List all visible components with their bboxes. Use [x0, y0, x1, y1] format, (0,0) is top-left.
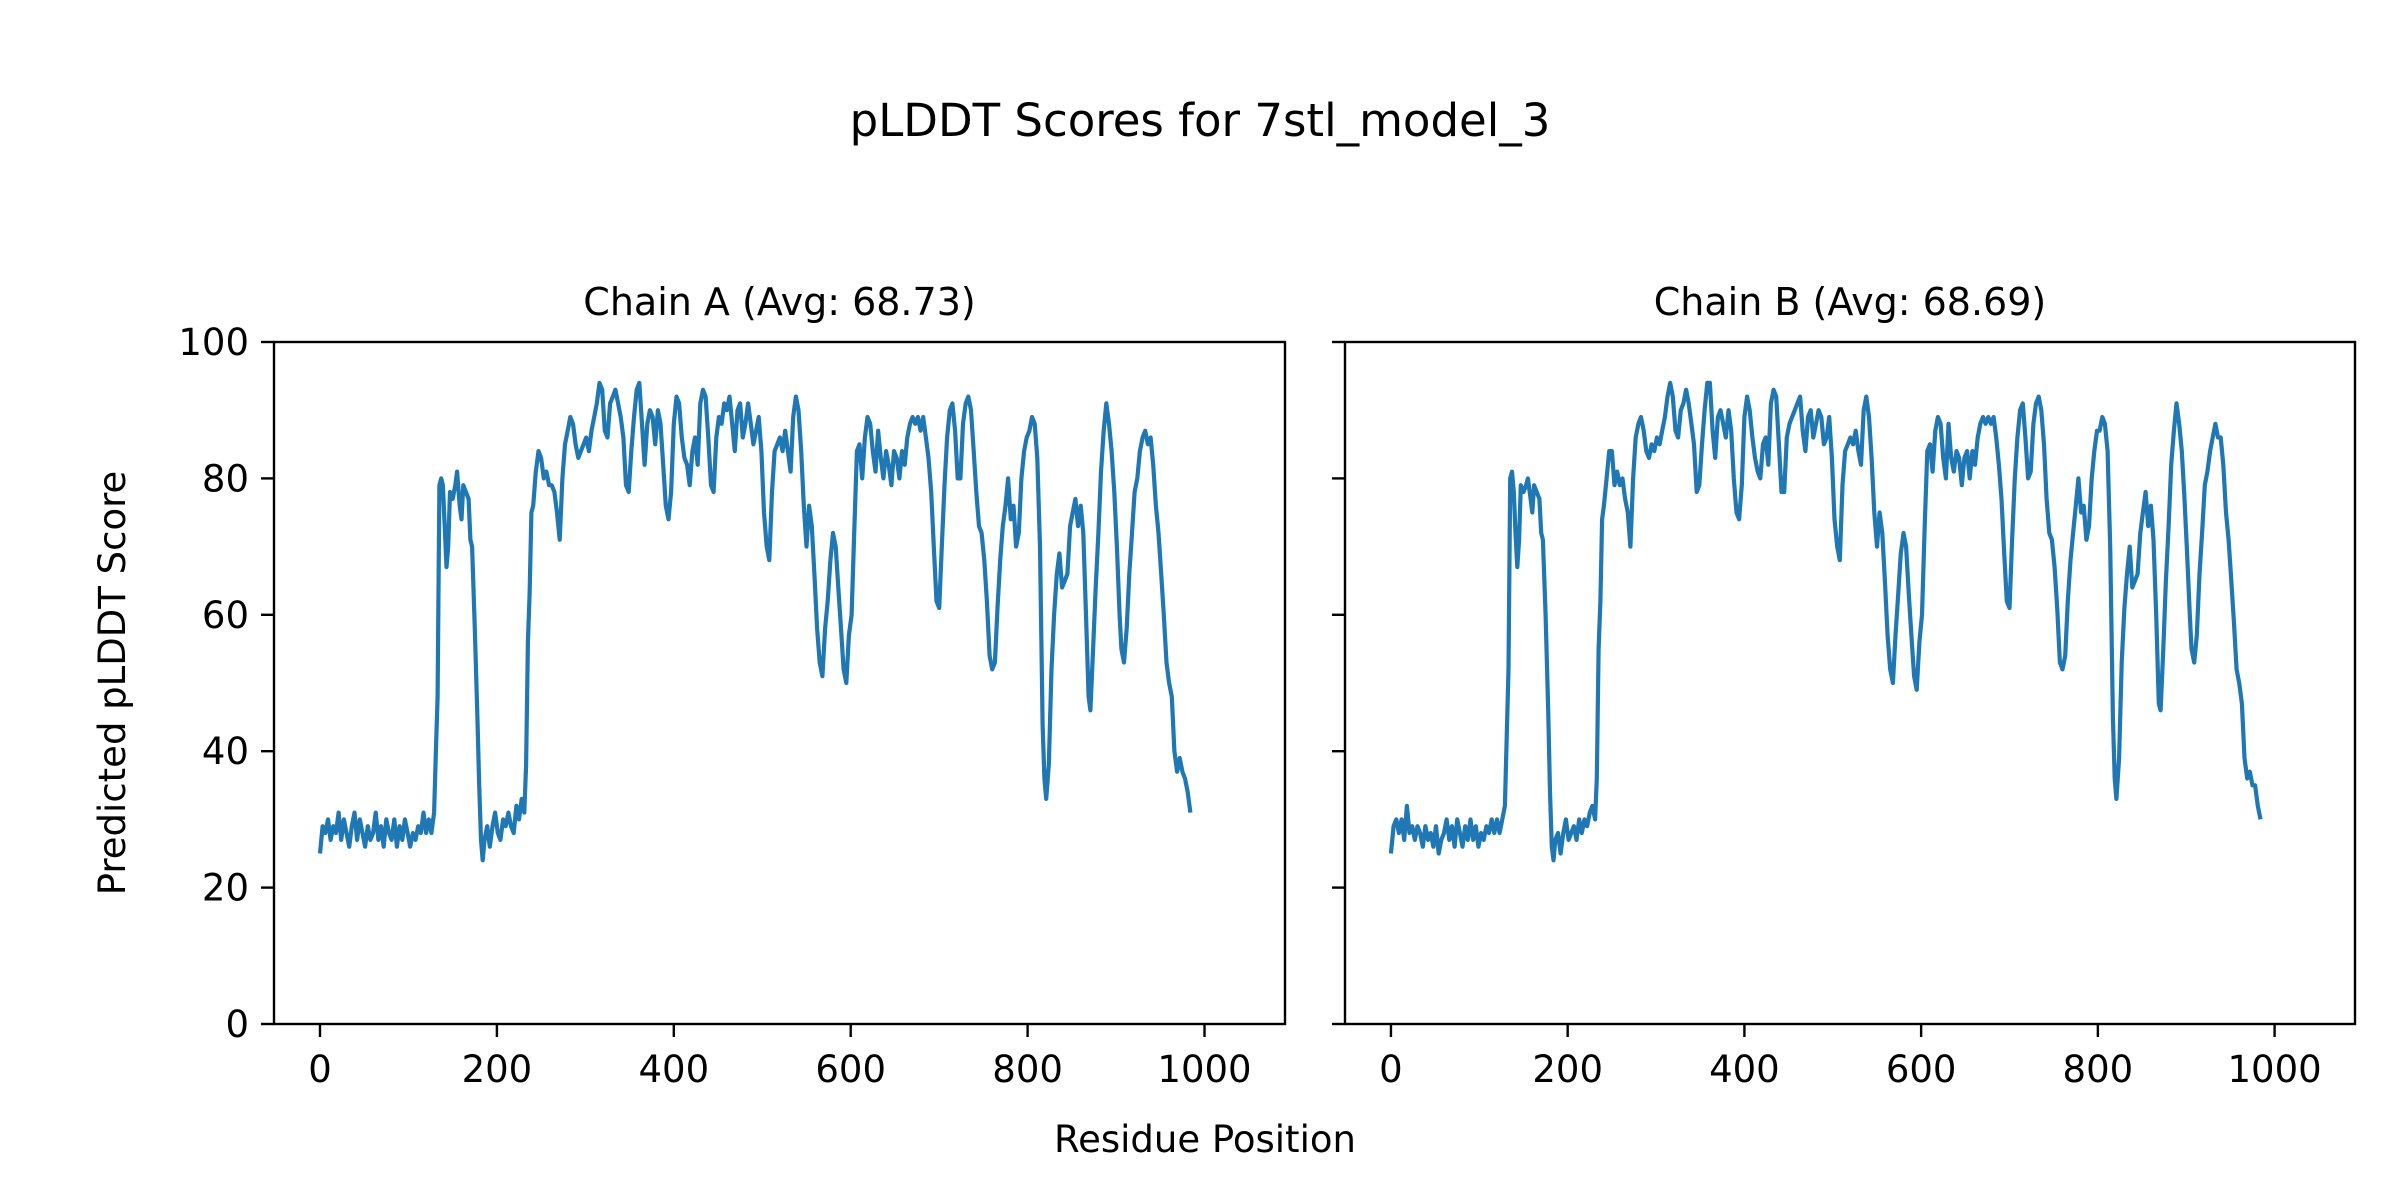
plddt-line-chain-b: [1388, 380, 2263, 863]
figure-title: pLDDT Scores for 7stl_model_3: [850, 94, 1551, 147]
y-tick-label: 40: [202, 730, 249, 773]
x-tick-label: 800: [992, 1048, 1063, 1091]
x-tick-label: 1000: [2228, 1048, 2322, 1091]
y-tick-label: 20: [202, 867, 249, 910]
y-tick-label: 80: [202, 457, 249, 500]
y-tick-label: 0: [225, 1003, 249, 1046]
y-tick-label: 100: [178, 321, 249, 364]
x-tick-label: 1000: [1157, 1048, 1251, 1091]
x-tick-label: 800: [2063, 1048, 2134, 1091]
plddt-line-chain-a: [317, 380, 1193, 863]
panel-title: Chain B (Avg: 68.69): [1654, 280, 2046, 324]
panel-chain-b: 0 200 400 600 800 1000 Chain B (Avg: 68.69): [1332, 280, 2357, 1091]
x-tick-label: 600: [1886, 1048, 1957, 1091]
x-tick-label: 200: [462, 1048, 533, 1091]
x-tick-label: 0: [1379, 1048, 1403, 1091]
x-tick-label: 0: [308, 1048, 332, 1091]
x-tick-label: 600: [815, 1048, 886, 1091]
y-axis-label: Predicted pLDDT Score: [91, 471, 134, 896]
panel-title: Chain A (Avg: 68.73): [583, 280, 975, 324]
axes-frame: [272, 340, 1287, 1026]
x-tick-label: 200: [1532, 1048, 1603, 1091]
x-tick-label: 400: [638, 1048, 709, 1091]
y-tick-label: 60: [202, 594, 249, 637]
axes-frame: [1343, 340, 2357, 1026]
x-axis-label: Residue Position: [1054, 1118, 1356, 1161]
x-tick-label: 400: [1709, 1048, 1780, 1091]
panel-chain-a: 0 200 400 600 800 1000 0 20 40 60 80 100 Chain A (Av…: [178, 280, 1287, 1091]
